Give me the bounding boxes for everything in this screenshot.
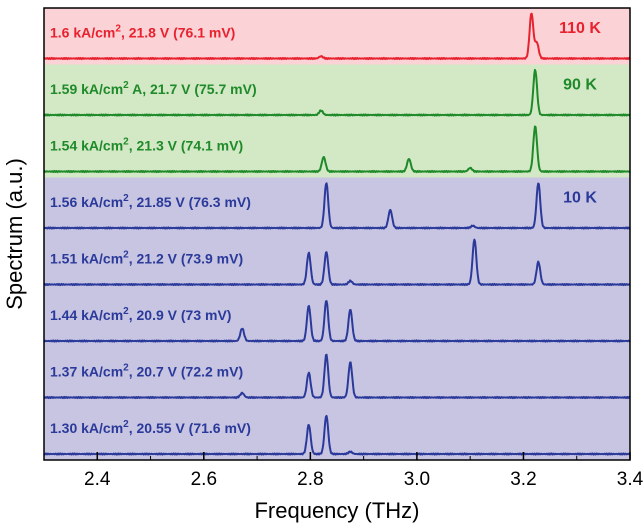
y-axis-title: Spectrum (a.u.) bbox=[2, 158, 27, 310]
series-label-7: 1.30 kA/cm2, 20.55 V (71.6 mV) bbox=[50, 419, 251, 436]
temperature-label-2: 10 K bbox=[563, 190, 597, 207]
x-tick-label-2: 2.8 bbox=[297, 469, 323, 490]
series-line-6 bbox=[43, 353, 631, 400]
series-line-4 bbox=[43, 238, 631, 287]
series-label-0: 1.6 kA/cm2, 21.8 V (76.1 mV) bbox=[50, 23, 235, 40]
x-tick-label-3: 3.0 bbox=[404, 469, 430, 490]
series-line-0 bbox=[43, 12, 631, 61]
trace-labels: 110 K 90 K 10 K 1.6 kA/cm2, 21.8 V (76.1 mV… bbox=[50, 20, 601, 436]
x-axis-title: Frequency (THz) bbox=[254, 498, 419, 523]
x-tick-label-1: 2.6 bbox=[191, 469, 217, 490]
series-label-3: 1.56 kA/cm2, 21.85 V (76.3 mV) bbox=[50, 193, 251, 210]
x-tick-label-5: 3.4 bbox=[617, 469, 644, 490]
series-label-2: 1.54 kA/cm2, 21.3 V (74.1 mV) bbox=[50, 136, 243, 153]
series-line-1 bbox=[43, 68, 631, 117]
series-label-4: 1.51 kA/cm2, 21.2 V (73.9 mV) bbox=[50, 249, 243, 266]
background-regions bbox=[44, 8, 630, 460]
series-line-7 bbox=[43, 414, 631, 456]
plot-frame bbox=[43, 7, 631, 461]
series-line-2 bbox=[43, 125, 631, 174]
temperature-label-0: 110 K bbox=[559, 20, 601, 37]
x-tick-label-0: 2.4 bbox=[84, 469, 111, 490]
series-label-5: 1.44 kA/cm2, 20.9 V (73 mV) bbox=[50, 306, 231, 323]
x-axis-ticks: 2.4 2.6 2.8 3.0 3.2 3.4 bbox=[43, 452, 644, 490]
region-bg-2 bbox=[44, 177, 630, 460]
temperature-label-1: 90 K bbox=[563, 77, 597, 94]
series-label-6: 1.37 kA/cm2, 20.7 V (72.2 mV) bbox=[50, 362, 243, 379]
series-line-3 bbox=[43, 182, 631, 230]
series-line-5 bbox=[43, 300, 631, 343]
x-tick-label-4: 3.2 bbox=[510, 469, 536, 490]
trace-layer bbox=[43, 12, 631, 456]
series-label-1: 1.59 kA/cm2 A, 21.7 V (75.7 mV) bbox=[50, 80, 257, 97]
